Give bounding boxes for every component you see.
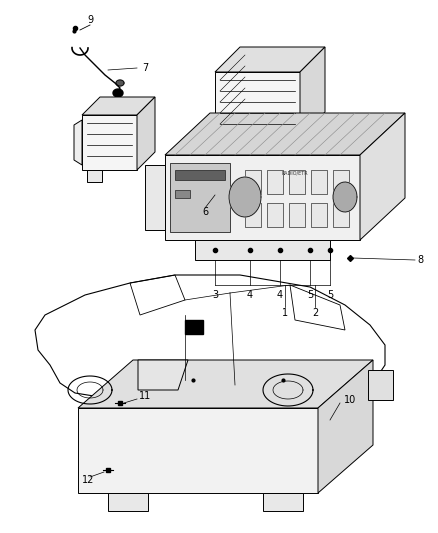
Polygon shape <box>300 47 325 137</box>
Bar <box>267 170 283 194</box>
Text: 11: 11 <box>139 391 151 401</box>
Text: 7: 7 <box>142 63 148 73</box>
Polygon shape <box>108 493 148 511</box>
Polygon shape <box>113 89 123 97</box>
Bar <box>175 190 190 198</box>
Polygon shape <box>229 177 261 217</box>
Polygon shape <box>215 47 325 72</box>
Text: 5: 5 <box>327 290 333 300</box>
Polygon shape <box>318 360 373 493</box>
Bar <box>289 170 305 194</box>
Polygon shape <box>87 170 102 182</box>
Polygon shape <box>275 137 290 149</box>
Text: 1: 1 <box>282 308 288 318</box>
Bar <box>267 203 283 227</box>
Bar <box>185 320 203 334</box>
Bar <box>333 203 349 227</box>
Polygon shape <box>230 137 245 149</box>
Text: 12: 12 <box>82 475 94 485</box>
Polygon shape <box>116 80 124 86</box>
Bar <box>311 203 327 227</box>
Polygon shape <box>165 113 405 155</box>
Polygon shape <box>170 163 230 232</box>
Bar <box>245 203 261 227</box>
Polygon shape <box>215 72 300 137</box>
Text: 6: 6 <box>202 207 208 217</box>
Polygon shape <box>333 182 357 212</box>
Polygon shape <box>82 115 137 170</box>
Polygon shape <box>195 240 330 260</box>
Polygon shape <box>165 155 360 240</box>
Polygon shape <box>82 97 155 115</box>
Text: RADIO/ETR: RADIO/ETR <box>282 171 308 175</box>
Polygon shape <box>78 408 318 493</box>
Text: 4: 4 <box>277 290 283 300</box>
Text: 8: 8 <box>417 255 423 265</box>
Polygon shape <box>137 97 155 170</box>
Bar <box>333 170 349 194</box>
Polygon shape <box>368 370 393 400</box>
Polygon shape <box>145 165 165 230</box>
Polygon shape <box>360 113 405 240</box>
Text: 5: 5 <box>307 290 313 300</box>
Bar <box>175 170 225 180</box>
Text: 2: 2 <box>312 308 318 318</box>
Bar <box>311 170 327 194</box>
Polygon shape <box>74 120 82 165</box>
Text: 9: 9 <box>87 15 93 25</box>
Polygon shape <box>78 360 373 408</box>
Polygon shape <box>263 493 303 511</box>
Polygon shape <box>138 360 188 390</box>
Text: 3: 3 <box>212 290 218 300</box>
Text: 10: 10 <box>344 395 356 405</box>
Text: 4: 4 <box>247 290 253 300</box>
Bar <box>245 170 261 194</box>
Bar <box>289 203 305 227</box>
